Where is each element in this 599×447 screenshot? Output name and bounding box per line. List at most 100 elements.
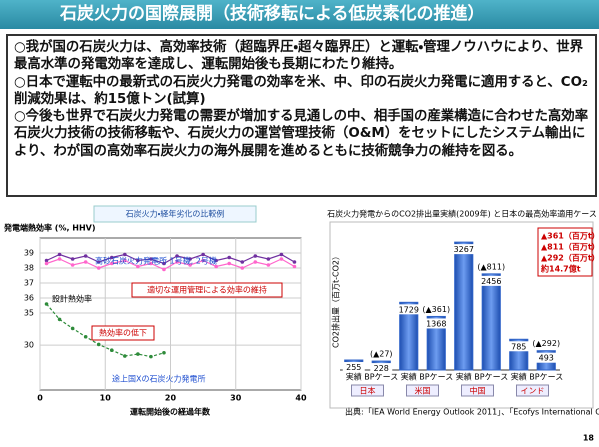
point: [136, 264, 140, 269]
legend-line: 約14.7億t: [540, 264, 581, 274]
group-box: [516, 384, 549, 397]
point: [175, 254, 179, 258]
y-tick-label: 37: [24, 279, 34, 288]
point: [83, 260, 88, 264]
value-label: 1729: [399, 305, 419, 314]
point: [253, 254, 258, 258]
point: [266, 263, 271, 267]
point: [57, 317, 62, 322]
group-box: [406, 384, 439, 397]
chart-title: 石炭火力発電からのCO2排出量実績(2009年) と日本の最高効率適用ケース: [327, 209, 597, 219]
bar: [454, 241, 474, 371]
legend-box: [537, 227, 593, 277]
value-label-box: [425, 318, 448, 329]
source: 出典:「IEA World Energy Outlook 2011」、「Ecof…: [345, 407, 599, 417]
point: [227, 255, 232, 260]
value-label-box: [397, 304, 420, 315]
group-label: 米国: [415, 386, 431, 396]
value-label: 2456: [481, 277, 501, 286]
bullet-box: ○我が国の石炭火力は、高効率技術（超臨界圧・超々臨界圧）と運転・管理ノウハウによ…: [6, 34, 597, 197]
x-tick-label: 10: [100, 394, 112, 403]
x-tick-label: BPケース: [529, 373, 563, 382]
point: [44, 302, 49, 306]
legend-line: ▲292（百万t）: [541, 253, 599, 263]
x-tick-label: 0: [37, 394, 43, 403]
annotation-box: [91, 325, 155, 341]
value-label-box: [535, 352, 558, 363]
group-label: インド: [521, 387, 545, 396]
x-axis-label: 運転開始後の経過年数: [130, 407, 211, 417]
x-tick-label: 実績: [456, 372, 472, 382]
reduction-label: (▲292): [532, 339, 560, 348]
x-tick-label: 実績: [511, 372, 527, 382]
bar: [426, 315, 446, 371]
point: [83, 334, 88, 339]
chart-title-box: [93, 205, 257, 223]
x-tick-label: 30: [230, 394, 242, 403]
point: [123, 252, 127, 257]
reduction-label: (▲361): [422, 305, 450, 314]
legend-line: ▲811（百万t）: [541, 242, 599, 252]
x-tick-label: BPケース: [474, 373, 508, 382]
point: [149, 257, 153, 261]
bullet: ○我が国の石炭火力は、高効率技術（超臨界圧・超々臨界圧）と運転・管理ノウハウによ…: [14, 40, 583, 73]
chart-title: 石炭火力・経年劣化の比較例: [126, 209, 225, 219]
point: [253, 260, 258, 264]
point: [227, 261, 232, 266]
value-label: 3267: [454, 245, 474, 254]
x-tick-label: 実績: [401, 372, 417, 382]
value-label-box: [507, 341, 530, 352]
point: [188, 257, 192, 261]
point: [109, 255, 114, 260]
y-tick-label: 38: [24, 264, 34, 273]
point: [136, 352, 140, 356]
point: [70, 263, 75, 267]
point: [109, 261, 114, 266]
value-label-box: [452, 244, 475, 255]
series-label: 途上国Xの石炭火力発電所: [112, 374, 205, 384]
value-label-box: [370, 363, 393, 374]
x-tick-label: 20: [165, 394, 177, 403]
chart-frame: [329, 221, 594, 409]
point: [214, 258, 218, 263]
page-number: 18: [583, 434, 595, 443]
group-label: 日本: [360, 386, 376, 396]
point: [279, 257, 284, 261]
point: [96, 266, 101, 270]
point: [162, 261, 166, 266]
point: [149, 261, 153, 266]
annotation: 適切な運用管理による効率の維持: [147, 285, 267, 295]
point: [44, 261, 49, 266]
group-box: [351, 384, 384, 397]
point: [109, 348, 114, 353]
point: [266, 257, 271, 261]
reduction-label: (▲811): [477, 262, 505, 271]
point: [188, 263, 192, 267]
y-axis-label: 発電端熱効率 (%, HHV): [3, 223, 96, 233]
point: [201, 258, 205, 263]
series-line: [46, 253, 295, 265]
y-tick-label: 36: [24, 294, 34, 303]
point: [70, 326, 75, 331]
bullet: ○日本で運転中の最新式の石炭火力発電の効率を米、中、印の石炭火力発電に適用すると…: [14, 74, 588, 107]
annotation: 熱効率の低下: [99, 328, 147, 338]
y-tick-label: 30: [24, 341, 34, 350]
value-label: 493: [539, 354, 554, 363]
value-label-box: [480, 275, 503, 286]
point: [214, 264, 218, 269]
x-tick-label: BPケース: [419, 373, 453, 382]
point: [292, 260, 297, 264]
group-box: [461, 384, 494, 397]
bar: [399, 301, 419, 371]
point: [96, 260, 101, 264]
bullet: ○今後も世界で石炭火力発電の需要が増加する見通しの中、相手国の産業構造に合わせた…: [14, 109, 589, 159]
y-tick-label: 35: [24, 309, 34, 318]
value-label: 1368: [426, 319, 446, 328]
point: [175, 260, 179, 264]
point: [57, 252, 62, 257]
point: [149, 354, 153, 359]
x-tick-label: BPケース: [364, 373, 398, 382]
point: [136, 258, 140, 263]
